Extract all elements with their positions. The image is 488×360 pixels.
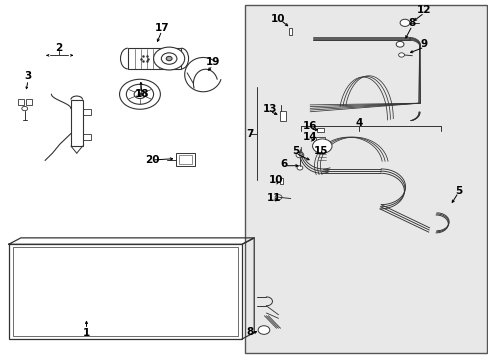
Circle shape: [258, 326, 269, 334]
Bar: [13, 247, 238, 336]
Circle shape: [166, 57, 172, 61]
Circle shape: [119, 79, 160, 109]
Circle shape: [138, 93, 142, 96]
Text: 10: 10: [271, 14, 285, 24]
Text: 2: 2: [55, 43, 62, 53]
Text: 5: 5: [454, 186, 461, 196]
Bar: [245, 5, 486, 353]
Circle shape: [161, 53, 177, 64]
Text: 4: 4: [354, 118, 362, 128]
Bar: [9, 244, 242, 339]
Bar: [316, 138, 325, 142]
Circle shape: [395, 41, 403, 47]
Circle shape: [275, 195, 282, 200]
Text: 1: 1: [82, 328, 90, 338]
Text: 9: 9: [420, 39, 427, 49]
Circle shape: [295, 152, 303, 158]
Text: 8: 8: [246, 327, 253, 337]
Circle shape: [398, 53, 404, 57]
Circle shape: [134, 90, 145, 99]
Text: 18: 18: [135, 89, 149, 99]
Text: 20: 20: [144, 156, 159, 165]
Text: 12: 12: [416, 5, 431, 15]
Text: 17: 17: [154, 23, 169, 33]
Text: 3: 3: [24, 71, 32, 81]
Circle shape: [312, 139, 331, 153]
Bar: [179, 155, 192, 164]
Bar: [279, 178, 283, 184]
Circle shape: [296, 166, 302, 170]
Text: 5: 5: [291, 147, 299, 157]
Bar: [317, 128, 324, 132]
Circle shape: [399, 19, 409, 26]
Text: 15: 15: [313, 147, 328, 157]
Circle shape: [153, 47, 184, 70]
Text: 16: 16: [302, 121, 317, 131]
Bar: [18, 99, 24, 105]
Text: 13: 13: [262, 104, 277, 113]
Text: 14: 14: [302, 132, 317, 142]
Bar: [176, 153, 195, 166]
Bar: [279, 111, 286, 121]
Text: 11: 11: [266, 193, 280, 203]
Text: 19: 19: [205, 57, 220, 67]
Circle shape: [22, 107, 28, 111]
Text: 7: 7: [246, 129, 253, 139]
Bar: [82, 134, 91, 140]
Bar: [288, 28, 291, 35]
Text: 10: 10: [268, 175, 282, 185]
Text: 6: 6: [280, 159, 287, 169]
Text: 8: 8: [408, 18, 415, 28]
Bar: [82, 109, 91, 115]
Bar: [71, 100, 82, 146]
Bar: [26, 99, 31, 105]
Bar: [127, 48, 181, 68]
Circle shape: [126, 84, 153, 104]
